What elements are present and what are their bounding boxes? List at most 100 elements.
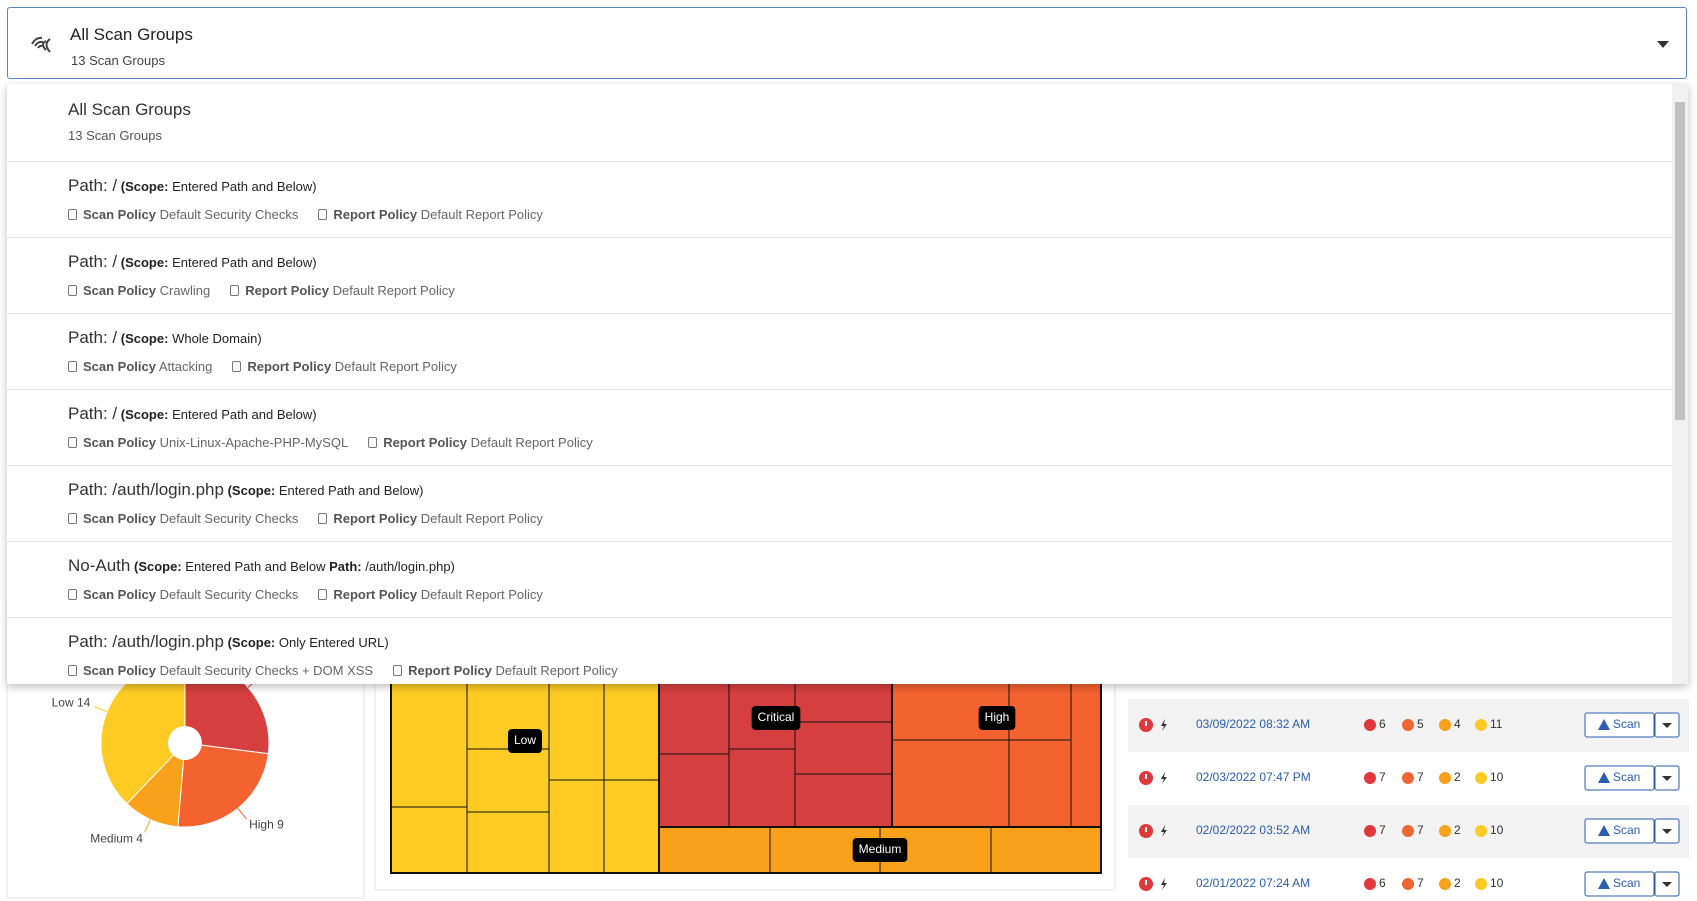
severity-icon (1439, 825, 1451, 837)
option[interactable]: Path: /auth/login.php (Scope: Entered Pa… (7, 466, 1672, 542)
option[interactable]: Path: / (Scope: Entered Path and Below) S… (7, 390, 1672, 466)
severity-icon (1439, 719, 1451, 731)
policy-value: Default Security Checks (159, 587, 299, 602)
option-meta: (Scope: Only Entered URL) (224, 635, 389, 650)
bolt-icon (1161, 878, 1167, 890)
pie-value: 4 (136, 832, 143, 846)
policy-label: Scan Policy (83, 511, 156, 526)
severity-icon (1439, 878, 1451, 890)
scan-date[interactable]: 03/09/2022 08:32 AM (1196, 717, 1310, 731)
option-name: No-Auth (68, 556, 131, 575)
policy-value: Default Report Policy (420, 511, 543, 526)
caret (1662, 882, 1672, 887)
option[interactable]: Path: / (Scope: Whole Domain) Scan Policy… (7, 314, 1672, 390)
caret (1662, 829, 1672, 834)
option-meta: (Scope: Entered Path and Below Path: /au… (130, 559, 455, 574)
option-title: Path: / (Scope: Entered Path and Below) (68, 404, 317, 424)
option-title: Path: /auth/login.php (Scope: Only Enter… (68, 632, 389, 652)
severity-count: 2 (1454, 823, 1461, 837)
policy: Report Policy Default Report Policy (318, 207, 543, 222)
scroll-thumb[interactable] (1675, 102, 1685, 420)
policy-icon (68, 437, 77, 448)
option[interactable]: Path: /auth/login.php (Scope: Only Enter… (7, 618, 1672, 684)
scan-date[interactable]: 02/03/2022 07:47 PM (1196, 770, 1311, 784)
policies: Scan Policy Default Security Checks Repor… (68, 587, 543, 602)
option-all[interactable]: All Scan Groups 13 Scan Groups (7, 86, 1672, 162)
meta-text: Whole Domain) (172, 331, 262, 346)
severity-count: 7 (1379, 770, 1386, 784)
meta-text: Entered Path and Below) (172, 255, 317, 270)
scan-date[interactable]: 02/02/2022 03:52 AM (1196, 823, 1310, 837)
scan-button[interactable] (1584, 871, 1655, 897)
option-title: All Scan Groups (68, 100, 191, 119)
policies: Scan Policy Crawling Report Policy Defaul… (68, 283, 455, 298)
severity-count: 5 (1417, 717, 1424, 731)
severity-count: 11 (1490, 717, 1503, 731)
select-subtitle: 13 Scan Groups (71, 53, 165, 68)
severity-icon (1475, 825, 1487, 837)
option[interactable]: Path: / (Scope: Entered Path and Below) S… (7, 162, 1672, 238)
policy-icon (68, 209, 77, 220)
policy: Report Policy Default Report Policy (232, 359, 457, 374)
pie-label: High 9 (249, 818, 284, 832)
scrollbar[interactable] (1672, 84, 1688, 684)
status-mark (1145, 827, 1147, 832)
policy-label: Scan Policy (83, 663, 156, 678)
meta-text: (Scope: (120, 331, 169, 346)
status-mark (1145, 774, 1147, 779)
policy-value: Crawling (159, 283, 211, 298)
severity-icon (1402, 825, 1414, 837)
policy-label: Report Policy (333, 511, 418, 526)
policy-label: Report Policy (408, 663, 492, 678)
policy-icon (318, 209, 328, 220)
option[interactable]: No-Auth (Scope: Entered Path and Below P… (7, 542, 1672, 618)
policy-label: Scan Policy (83, 435, 156, 450)
scan-button[interactable] (1584, 818, 1655, 844)
treemap-label: Medium (852, 838, 908, 862)
policy-value: Default Security Checks (159, 511, 299, 526)
scan-date[interactable]: 02/01/2022 07:24 AM (1196, 876, 1310, 890)
bolt-icon (1161, 772, 1167, 784)
pie-value: 14 (77, 696, 91, 710)
option-subtitle: 13 Scan Groups (68, 128, 162, 143)
meta-text: Entered Path and Below (185, 559, 326, 574)
policy-icon (68, 361, 77, 372)
scan-button[interactable] (1584, 712, 1655, 738)
caret (1657, 41, 1669, 48)
policy-label: Report Policy (245, 283, 329, 298)
scan-group-select[interactable]: All Scan Groups 13 Scan Groups (7, 7, 1687, 79)
scan-button[interactable] (1584, 765, 1655, 791)
meta-text: (Scope: (120, 407, 169, 422)
policy: Scan Policy Crawling (68, 283, 210, 298)
severity-icon (1475, 719, 1487, 731)
label-box (852, 838, 908, 862)
option-meta: (Scope: Entered Path and Below) (224, 483, 424, 498)
select-title: All Scan Groups (70, 25, 193, 44)
severity-count: 2 (1454, 876, 1461, 890)
policies: Scan Policy Default Security Checks Repor… (68, 511, 543, 526)
policy-icon (318, 589, 328, 600)
policies: Scan Policy Unix-Linux-Apache-PHP-MySQL R… (68, 435, 593, 450)
pie-category: High (249, 818, 274, 832)
policy: Report Policy Default Report Policy (393, 663, 618, 678)
pie-slice (177, 742, 269, 828)
severity-icon (1364, 772, 1376, 784)
treemap-label-text: Low (514, 733, 536, 747)
meta-text: (Scope: (227, 635, 276, 650)
scan-icon (1598, 772, 1610, 783)
severity-icon (1475, 772, 1487, 784)
treemap-label-text: High (985, 710, 1010, 724)
option-name: Path: / (68, 252, 118, 271)
scan-button-label: Scan (1613, 717, 1640, 731)
option-name: Path: / (68, 176, 118, 195)
meta-text: (Scope: (120, 179, 169, 194)
option[interactable]: Path: / (Scope: Entered Path and Below) S… (7, 238, 1672, 314)
treemap-label: High (978, 706, 1016, 730)
pie-hole (168, 726, 202, 760)
scan-button-label: Scan (1613, 823, 1640, 837)
pie-label: Low 14 (52, 696, 91, 710)
meta-text: (Scope: (120, 255, 169, 270)
scan-icon (1598, 825, 1610, 836)
meta-text: Entered Path and Below) (278, 483, 424, 498)
severity-count: 10 (1490, 876, 1504, 890)
